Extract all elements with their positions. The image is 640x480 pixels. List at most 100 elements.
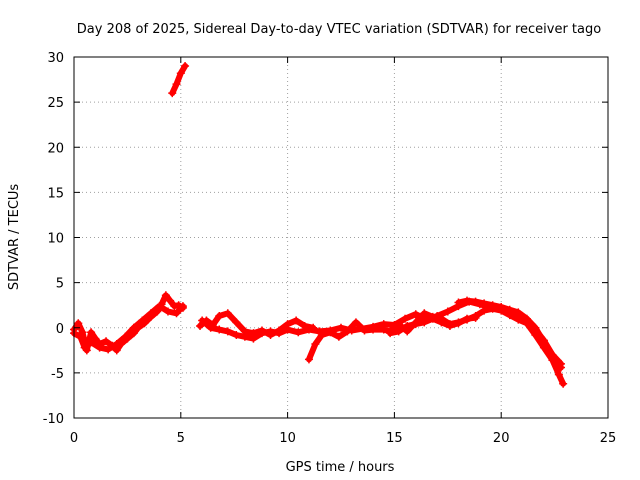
data-point (420, 309, 429, 318)
data-point (531, 323, 540, 332)
data-point (176, 69, 185, 78)
data-point (539, 338, 548, 347)
y-tick-label: -5 (51, 367, 64, 382)
data-point (317, 330, 326, 339)
data-point (343, 327, 352, 336)
x-axis-ticks: 0 5 10 15 20 25 (70, 57, 616, 446)
data-point (420, 318, 429, 327)
data-point (161, 291, 170, 300)
data-point (394, 327, 403, 336)
data-point (181, 62, 190, 71)
data-point (178, 302, 187, 311)
data-point (505, 305, 514, 314)
y-tick-label: 25 (47, 96, 64, 111)
data-trace (169, 63, 189, 97)
data-point (163, 307, 172, 316)
data-point (294, 328, 303, 337)
data-point (87, 328, 96, 337)
data-point (146, 309, 155, 318)
data-point (557, 359, 566, 368)
data-point (155, 302, 164, 311)
y-tick-label: -10 (43, 412, 64, 427)
x-tick-label: 10 (279, 431, 296, 446)
data-point (437, 318, 446, 327)
data-point (514, 308, 523, 317)
data-point (112, 339, 121, 348)
data-point (87, 338, 96, 347)
data-point (463, 296, 472, 305)
data-point (95, 343, 104, 352)
data-point (292, 316, 301, 325)
x-tick-label: 25 (600, 431, 617, 446)
x-tick-label: 5 (177, 431, 185, 446)
data-point (170, 302, 179, 311)
y-tick-label: 10 (47, 232, 64, 247)
data-point (138, 316, 147, 325)
y-axis-label: SDTVAR / TECUs (7, 184, 22, 291)
data-point (311, 339, 320, 348)
x-axis-label: GPS time / hours (286, 460, 395, 475)
data-point (522, 314, 531, 323)
data-point (74, 319, 83, 328)
data-point (304, 355, 313, 364)
data-point (514, 315, 523, 324)
data-point (403, 321, 412, 330)
data-point (369, 325, 378, 334)
series-tago (70, 62, 568, 388)
chart-title: Day 208 of 2025, Sidereal Day-to-day VTE… (77, 22, 601, 37)
data-point (172, 80, 181, 89)
y-tick-label: 20 (47, 141, 64, 156)
data-point (198, 316, 207, 325)
data-point (480, 306, 489, 315)
data-point (266, 327, 275, 336)
data-point (386, 329, 395, 338)
data-point (257, 329, 266, 338)
grid-lines (74, 57, 608, 418)
x-tick-label: 15 (386, 431, 403, 446)
data-point (166, 296, 175, 305)
data-point (548, 350, 557, 359)
y-tick-label: 30 (47, 51, 64, 66)
data-point (76, 332, 85, 341)
y-tick-label: 15 (47, 186, 64, 201)
data-point (334, 332, 343, 341)
data-point (232, 318, 241, 327)
data-point (480, 299, 489, 308)
data-point (223, 309, 232, 318)
data-point (554, 370, 563, 379)
data-point (326, 328, 335, 337)
data-point (249, 334, 258, 343)
data-point (351, 318, 360, 327)
data-point (379, 325, 388, 334)
data-point (240, 332, 249, 341)
data-point (360, 326, 369, 335)
data-point (223, 327, 232, 336)
data-point (232, 330, 241, 339)
data-point (215, 325, 224, 334)
data-point (80, 343, 89, 352)
data-point (445, 321, 454, 330)
data-point (215, 312, 224, 321)
data-point (337, 323, 345, 332)
data-point (471, 297, 480, 306)
data-point (102, 337, 111, 346)
data-point (471, 313, 480, 322)
data-point (497, 302, 506, 311)
y-tick-label: 5 (56, 277, 64, 292)
data-point (454, 298, 463, 307)
data-point (443, 307, 452, 316)
data-point (121, 332, 130, 341)
data-point (283, 325, 292, 334)
data-point (168, 89, 177, 98)
data-point (172, 309, 181, 318)
data-marks (70, 62, 568, 388)
data-point (104, 345, 113, 354)
data-point (206, 323, 215, 332)
data-point (196, 321, 205, 330)
data-point (401, 314, 410, 323)
x-tick-label: 0 (70, 431, 78, 446)
data-point (454, 319, 463, 328)
data-point (275, 329, 284, 338)
y-tick-label: 0 (56, 322, 64, 337)
